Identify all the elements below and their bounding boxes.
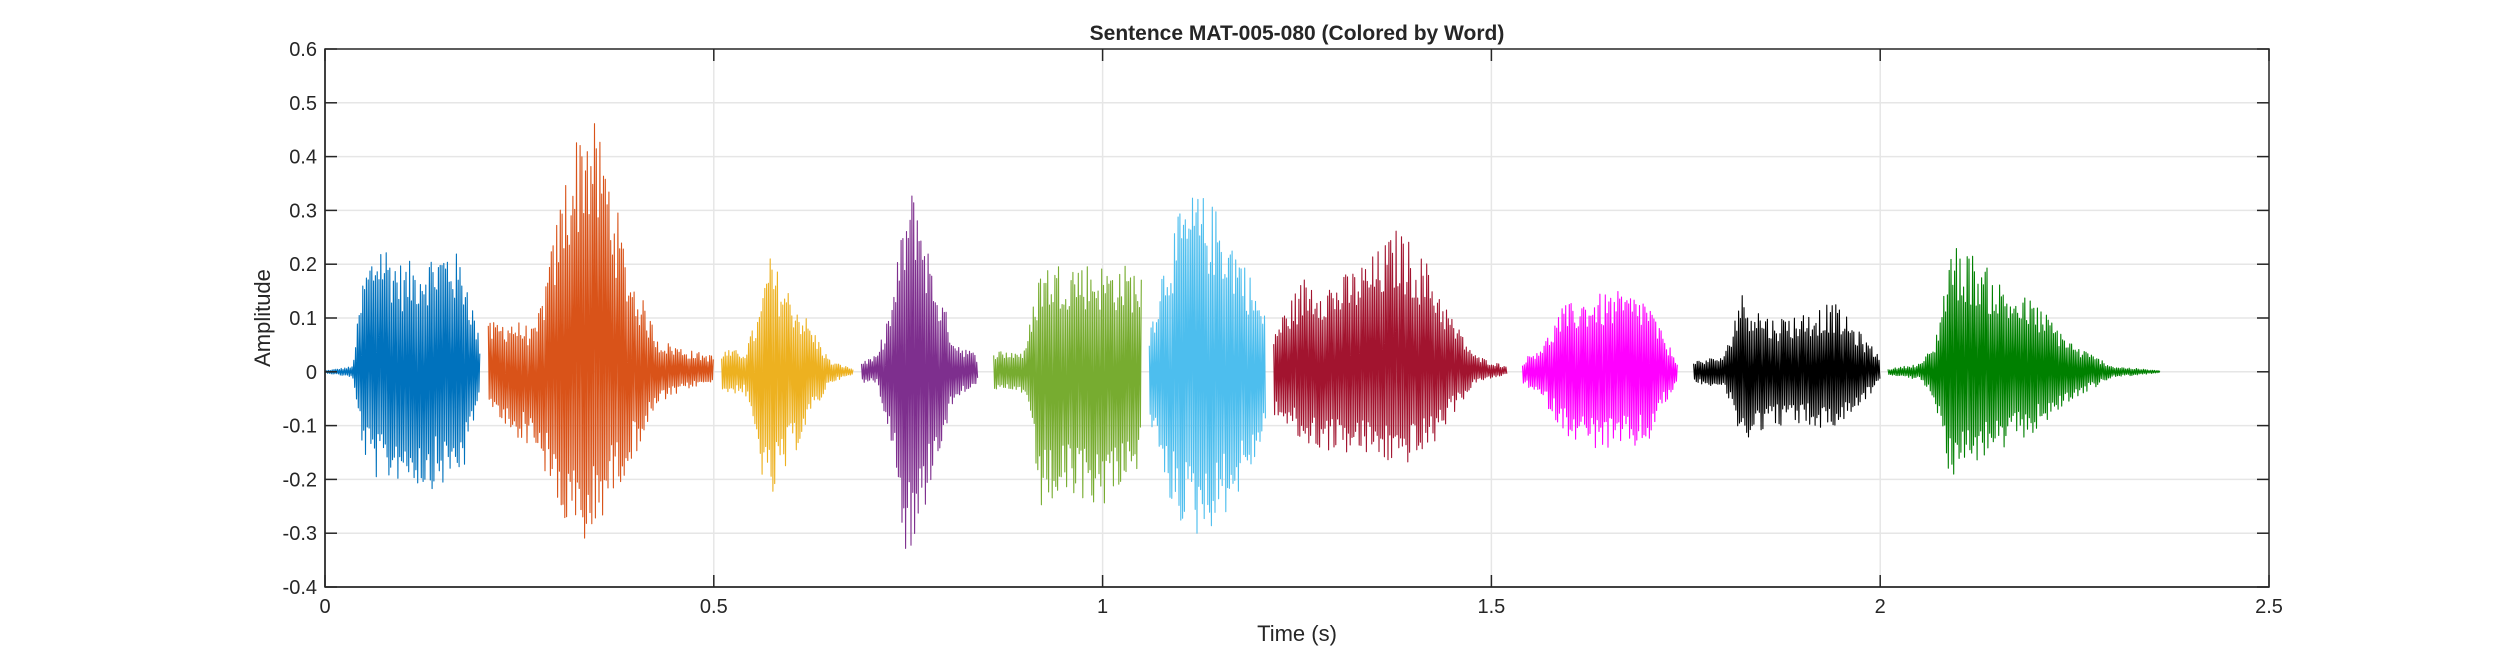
waveform-series <box>324 123 2161 549</box>
y-ticks: -0.4 -0.3 -0.2 -0.1 0 0.1 0.2 0.3 0.4 0.5 0.6 <box>283 39 2269 599</box>
waveform-segment-8 <box>1521 290 1678 449</box>
x-ticks: 0 0.5 1 1.5 2 2.5 <box>319 49 2283 618</box>
waveform-segment-7 <box>1273 230 1508 463</box>
y-tick-label: 0 <box>306 362 317 384</box>
waveform-segment-6 <box>1148 197 1266 534</box>
waveform-segment-10 <box>1887 248 2161 475</box>
y-tick-label: 0.5 <box>289 93 317 115</box>
x-tick-label: 0 <box>319 596 330 618</box>
y-tick-label: 0.6 <box>289 39 317 61</box>
y-axis-label: Amplitude <box>250 269 275 367</box>
y-tick-label: 0.3 <box>289 200 317 222</box>
y-tick-label: 0.4 <box>289 147 317 169</box>
x-tick-label: 0.5 <box>700 596 728 618</box>
waveform-segment-5 <box>993 265 1142 506</box>
x-tick-label: 1 <box>1097 596 1108 618</box>
waveform-segment-1 <box>324 252 481 490</box>
waveform-segment-3 <box>721 258 854 492</box>
chart-title: Sentence MAT-005-080 (Colored by Word) <box>1090 22 1505 45</box>
y-tick-label: -0.2 <box>283 469 317 491</box>
waveform-segment-9 <box>1693 295 1881 438</box>
y-tick-label: 0.2 <box>289 254 317 276</box>
x-tick-label: 2 <box>1875 596 1886 618</box>
x-tick-label: 2.5 <box>2255 596 2283 618</box>
y-tick-label: 0.1 <box>289 308 317 330</box>
waveform-segment-2 <box>487 123 714 539</box>
waveform-segment-4 <box>860 195 979 549</box>
x-tick-label: 1.5 <box>1477 596 1505 618</box>
y-tick-label: -0.1 <box>283 416 317 438</box>
x-axis-label: Time (s) <box>1257 621 1337 646</box>
y-tick-label: -0.4 <box>283 577 317 599</box>
y-tick-label: -0.3 <box>283 523 317 545</box>
